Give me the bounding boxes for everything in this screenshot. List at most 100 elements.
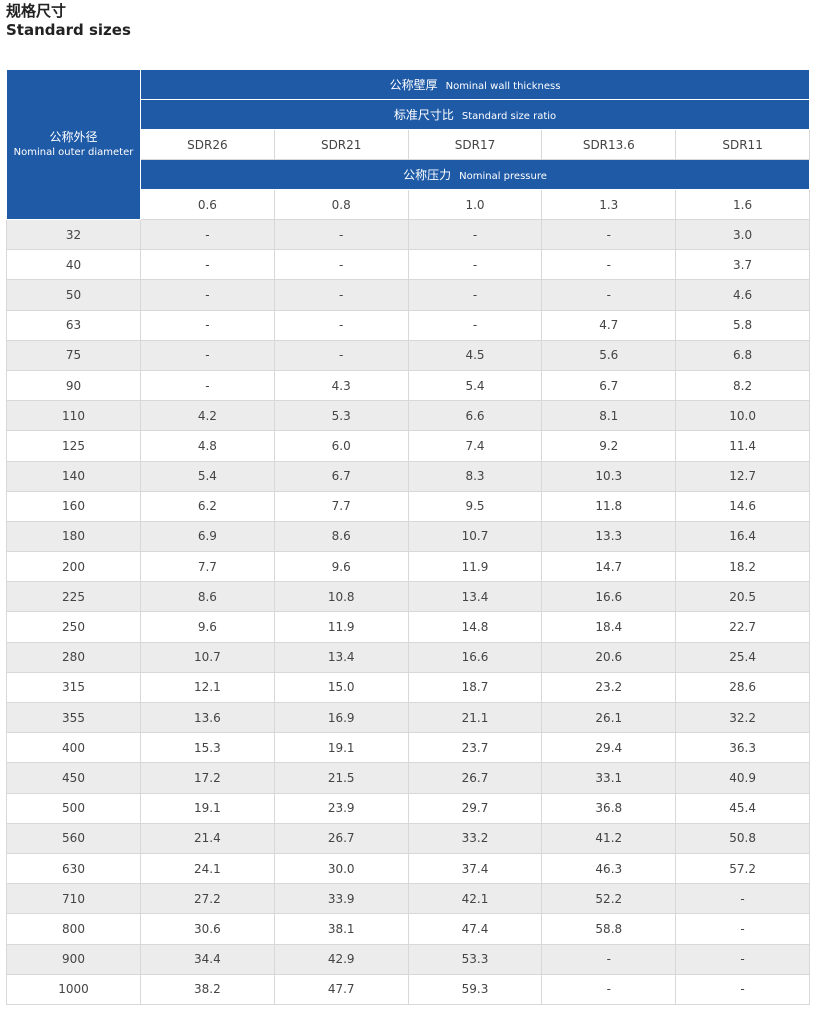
thickness-cell: 6.6 [407, 400, 543, 432]
thickness-cell: 15.3 [140, 732, 275, 764]
thickness-cell: - [541, 279, 677, 311]
thickness-cell: - [541, 249, 677, 281]
thickness-cell: 16.9 [273, 701, 409, 734]
thickness-cell: - [541, 943, 677, 975]
thickness-cell: 6.9 [140, 520, 275, 553]
sdr-cell: SDR26 [140, 129, 275, 160]
thickness-cell: - [273, 249, 409, 281]
thickness-cell: 36.3 [675, 732, 810, 764]
thickness-cell: 26.7 [273, 822, 409, 854]
diameter-cell: 140 [6, 460, 141, 492]
thickness-cell: 14.8 [407, 611, 543, 643]
header-row: 标准尺寸比 Standard size ratio [7, 99, 810, 130]
thickness-cell: 20.5 [675, 581, 810, 613]
data-row: 40- - - -3.7 [6, 249, 810, 281]
thickness-cell: 5.3 [273, 400, 409, 432]
thickness-cell: 7.7 [273, 490, 409, 522]
thickness-cell: 37.4 [407, 852, 543, 885]
thickness-cell: - [140, 249, 275, 281]
thickness-cell: 57.2 [675, 852, 810, 885]
thickness-cell: 12.1 [140, 671, 275, 704]
header-cell: 公称壁厚 Nominal wall thickness [140, 69, 810, 100]
thickness-cell: 14.6 [675, 490, 810, 522]
thickness-cell: 4.2 [140, 400, 275, 432]
thickness-cell: 42.1 [407, 883, 543, 915]
diameter-cell: 125 [6, 430, 141, 462]
diameter-cell: 450 [6, 762, 141, 794]
diameter-cell: 1000 [6, 973, 141, 1005]
thickness-cell: 33.9 [273, 883, 409, 915]
thickness-cell: 40.9 [675, 762, 810, 794]
thickness-cell: 11.4 [675, 430, 810, 462]
thickness-cell: - [273, 309, 409, 341]
diameter-cell: 50 [6, 279, 141, 311]
header-cell: 公称压力 Nominal pressure [140, 159, 810, 190]
data-row: 280 10.7 13.4 16.6 20.6 25.4 [6, 641, 810, 673]
thickness-cell: 6.7 [541, 369, 677, 402]
thickness-cell: 23.2 [541, 671, 677, 704]
thickness-cell: - [407, 279, 543, 311]
thickness-cell: 18.2 [675, 551, 810, 583]
thickness-cell: 10.7 [140, 641, 275, 673]
thickness-cell: 6.0 [273, 430, 409, 462]
header-row: 公称压力 Nominal pressure [7, 159, 810, 190]
thickness-cell: - [675, 883, 810, 915]
diameter-cell: 400 [6, 732, 141, 764]
data-row: 160 6.2 7.7 9.5 11.8 14.6 [6, 490, 810, 522]
diameter-cell: 90 [6, 369, 141, 402]
diameter-cell: 280 [6, 641, 141, 673]
data-row: 900 34.4 42.9 53.3- - [6, 943, 810, 975]
diameter-cell: 900 [6, 943, 141, 975]
thickness-cell: - [140, 218, 275, 251]
thickness-cell: 10.7 [407, 520, 543, 553]
thickness-cell: - [273, 339, 409, 371]
diameter-cell: 180 [6, 520, 141, 553]
data-row: 500 19.1 23.9 29.7 36.8 45.4 [6, 792, 810, 824]
thickness-cell: 19.1 [273, 732, 409, 764]
data-row: 315 12.1 15.0 18.7 23.2 28.6 [6, 671, 810, 704]
corner-cell: 公称外径 Nominal outer diameter [6, 69, 141, 220]
data-row: 710 27.2 33.9 42.1 52.2- [6, 883, 810, 915]
data-row: 200 7.7 9.6 11.9 14.7 18.2 [6, 551, 810, 583]
thickness-cell: 4.7 [541, 309, 677, 341]
thickness-cell: 6.2 [140, 490, 275, 522]
data-row: 125 4.8 6.0 7.4 9.2 11.4 [6, 430, 810, 462]
thickness-cell: 5.4 [407, 369, 543, 402]
thickness-cell: - [273, 279, 409, 311]
data-row: 250 9.6 11.9 14.8 18.4 22.7 [6, 611, 810, 643]
sdr-cell: SDR13.6 [541, 129, 677, 160]
thickness-cell: - [273, 218, 409, 251]
thickness-cell: 26.1 [541, 701, 677, 734]
pressure-cell: 0.8 [273, 189, 409, 220]
thickness-cell: - [140, 309, 275, 341]
thickness-cell: 47.4 [407, 913, 543, 945]
thickness-cell: - [675, 973, 810, 1005]
thickness-cell: 29.7 [407, 792, 543, 824]
thickness-cell: - [140, 339, 275, 371]
data-row: 225 8.6 10.8 13.4 16.6 20.5 [6, 581, 810, 613]
thickness-cell: 13.6 [140, 701, 275, 734]
thickness-cell: 6.8 [675, 339, 810, 371]
thickness-cell: 11.8 [541, 490, 677, 522]
data-row: 560 21.4 26.7 33.2 41.2 50.8 [6, 822, 810, 854]
header-en: Nominal pressure [459, 171, 547, 182]
thickness-cell: 5.6 [541, 339, 677, 371]
thickness-cell: 4.5 [407, 339, 543, 371]
pressure-cell: 0.6 [140, 189, 275, 220]
thickness-cell: 16.6 [407, 641, 543, 673]
thickness-cell: 36.8 [541, 792, 677, 824]
thickness-cell: 46.3 [541, 852, 677, 885]
thickness-cell: 32.2 [675, 701, 810, 734]
thickness-cell: 9.2 [541, 430, 677, 462]
header-zh: 公称压力 [403, 168, 452, 182]
diameter-cell: 110 [6, 400, 141, 432]
diameter-cell: 355 [6, 701, 141, 734]
thickness-cell: 42.9 [273, 943, 409, 975]
thickness-cell: 45.4 [675, 792, 810, 824]
thickness-cell: - [675, 913, 810, 945]
thickness-cell: 33.2 [407, 822, 543, 854]
thickness-cell: 23.7 [407, 732, 543, 764]
thickness-cell: - [407, 218, 543, 251]
thickness-cell: 3.7 [675, 249, 810, 281]
pressure-cell: 1.3 [541, 189, 677, 220]
